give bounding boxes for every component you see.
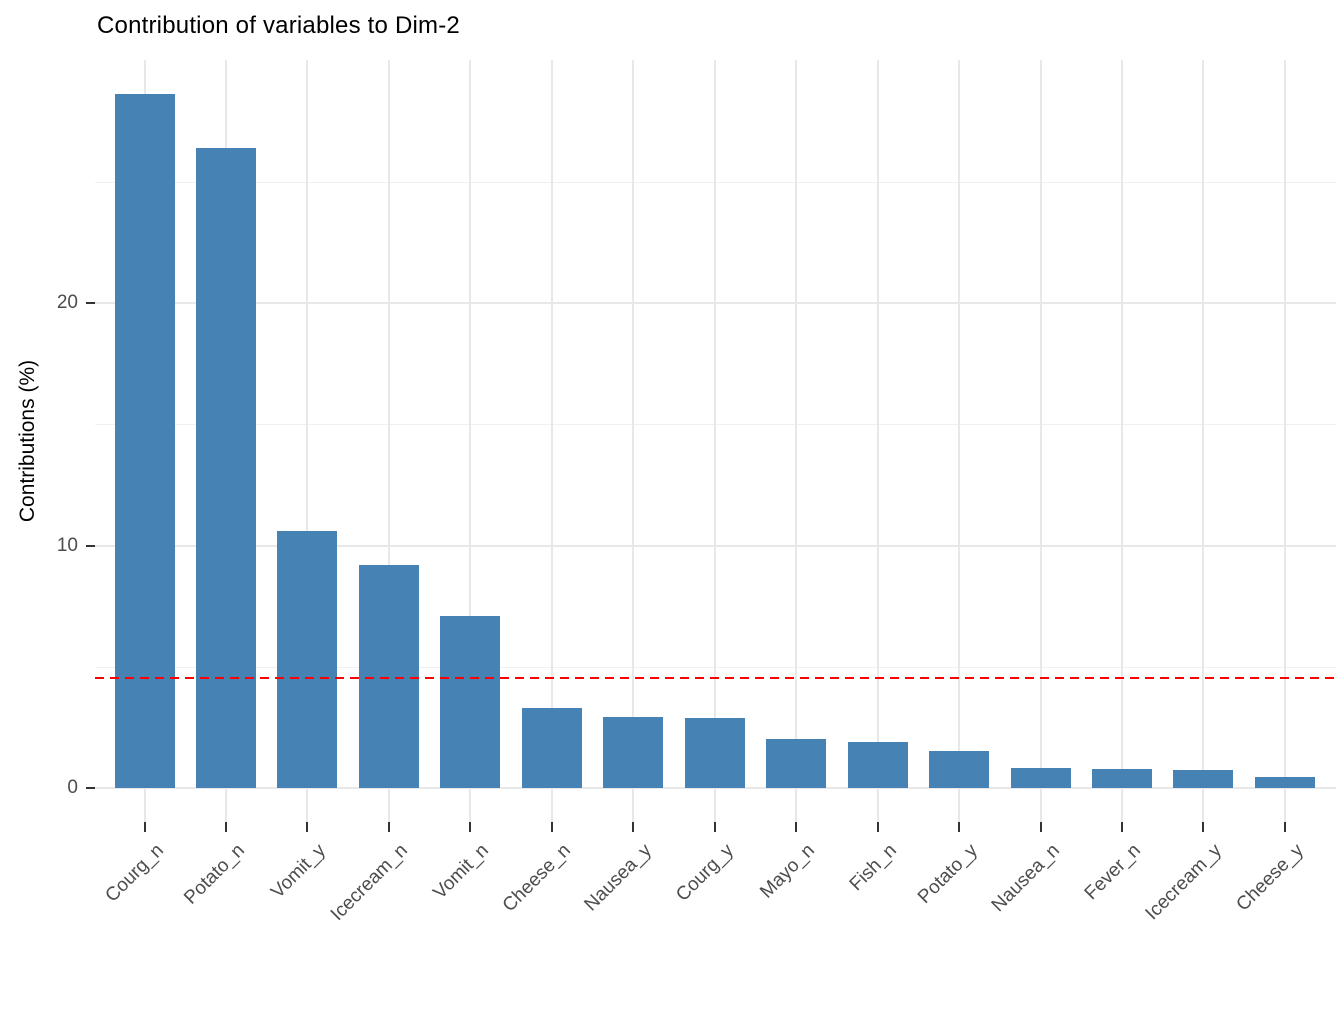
bar-icecream_n [358,564,419,788]
x-tick-label: Fever_n [1080,840,1145,905]
gridline-vertical [876,60,879,822]
bar-icecream_y [1173,770,1234,788]
x-tick-label: Cheese_y [1232,840,1308,916]
bar-courg_y [684,717,745,788]
x-axis-tick [632,822,635,832]
gridline-vertical [550,60,553,822]
y-tick-label: 10 [56,534,78,556]
bar-fish_n [847,741,908,788]
gridline-vertical [1202,60,1205,822]
bar-nausea_n [1010,768,1071,788]
bar-fever_n [1092,769,1153,788]
x-axis-tick [795,822,798,832]
plot-area: 0 10 20 Courg_n Potato_n Vomit_y Icecream_n Vom… [56,60,1338,925]
x-axis-tick [1283,822,1286,832]
x-axis-tick [958,822,961,832]
gridline-vertical [1121,60,1124,822]
gridline-vertical [306,60,309,822]
x-tick-label: Nausea_y [580,840,657,916]
bar-nausea_y [603,716,664,788]
x-tick-label: Courg_y [671,840,738,906]
gridline-vertical [387,60,390,822]
x-tick-label: Icecream_n [326,840,412,926]
bar-potato_n [195,147,256,788]
x-tick-label: Vomit_y [267,840,331,903]
gridline-vertical [1283,60,1286,822]
x-tick-label: Potato_y [914,840,982,908]
x-axis-tick [1039,822,1042,832]
chart-title: Contribution of variables to Dim-2 [97,12,460,39]
x-tick-label: Fish_n [845,840,901,896]
bar-courg_n [114,94,175,788]
gridline-vertical [713,60,716,822]
x-tick-label: Cheese_n [498,840,575,917]
y-axis-tick [86,302,95,304]
gridline-vertical [958,60,961,822]
x-tick-label: Courg_n [100,840,168,907]
y-axis-tick [86,787,95,789]
gridline-vertical [469,60,472,822]
reference-line [95,676,1338,679]
x-tick-label: Nausea_n [987,840,1064,917]
x-tick-label: Icecream_y [1142,840,1227,925]
y-tick-label: 20 [56,292,78,313]
x-tick-label: Potato_n [180,840,249,909]
x-tick-label: Vomit_n [429,840,494,904]
x-axis-tick [387,822,390,832]
x-axis-tick [143,822,146,832]
bar-vomit_n [440,615,501,788]
x-axis-tick [1121,822,1124,832]
x-tick-label: Mayo_n [756,840,820,903]
x-axis-tick [306,822,309,832]
x-axis-tick [876,822,879,832]
x-axis-tick [550,822,553,832]
bar-cheese_y [1254,777,1315,788]
gridline-vertical [1039,60,1042,822]
y-axis-tick [86,544,95,547]
y-tick-label: 0 [67,777,78,798]
bar-potato_y [929,750,990,788]
bar-mayo_n [766,739,827,788]
x-axis-tick [1202,822,1205,832]
bar-cheese_n [521,707,582,788]
bar-vomit_y [277,530,338,788]
gridline-vertical [632,60,635,822]
gridline-vertical [795,60,798,822]
x-axis-tick [469,822,472,832]
x-axis-tick [224,822,227,832]
x-axis-tick [713,822,716,832]
